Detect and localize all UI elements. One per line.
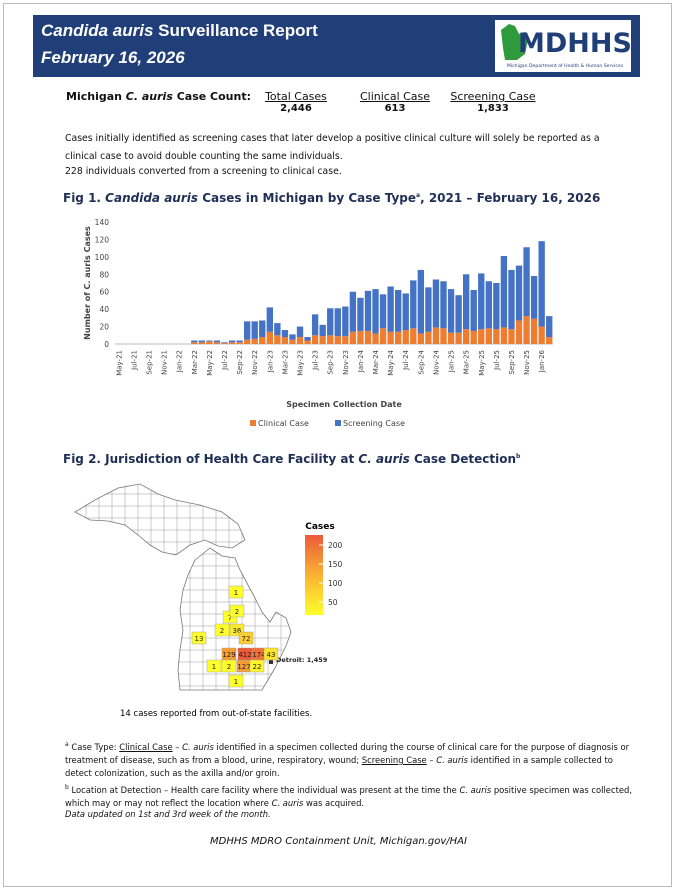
- text: was acquired.: [303, 797, 365, 808]
- text: Fig 1.: [63, 191, 106, 205]
- count-name: Screening Case: [450, 90, 536, 103]
- case-count-label: Michigan C. auris Case Count:: [66, 90, 251, 103]
- text: , 2021 – February 16, 2026: [420, 191, 601, 205]
- count-value: 2,446: [280, 103, 312, 114]
- update-note: Data updated on 1st and 3rd week of the …: [65, 809, 271, 819]
- footer: MDHHS MDRO Containment Unit, Michigan.go…: [210, 836, 467, 847]
- title-part: Surveillance Report: [153, 21, 318, 40]
- text: Clinical Case: [119, 741, 173, 752]
- count-column: Clinical Case 613: [357, 90, 433, 114]
- logo-text: MDHHS: [518, 28, 631, 59]
- fig1-title: Fig 1. Candida auris Cases in Michigan b…: [63, 191, 600, 205]
- text: identified in a sample collected to dete…: [65, 754, 613, 778]
- header-band: Candida auris Surveillance Report Februa…: [33, 15, 640, 77]
- text: Fig 2. Jurisdiction of Health Care Facil…: [63, 452, 359, 466]
- page-frame: [3, 3, 672, 887]
- count-value: 613: [384, 103, 406, 114]
- logo: MDHHS Michigan Department of Health & Hu…: [495, 20, 631, 72]
- logo-graphic: MDHHS Michigan Department of Health & Hu…: [501, 24, 631, 69]
- text: b: [516, 453, 521, 460]
- text: C. auris: [436, 754, 468, 765]
- report-date: February 16, 2026: [41, 48, 185, 67]
- text: a: [416, 192, 421, 199]
- text: positive specimen was collected, which m…: [65, 784, 632, 808]
- count-name: Clinical Case: [359, 90, 431, 103]
- text: Michigan: [66, 90, 126, 103]
- text: C. auris: [459, 784, 492, 795]
- text: –: [172, 741, 183, 752]
- title-part: Candida auris: [41, 21, 154, 40]
- footnote-a: a Case Type: Clinical Case – C. auris id…: [65, 738, 640, 780]
- text: C. auris: [358, 452, 410, 466]
- text: Case Type:: [68, 741, 120, 752]
- text: –: [426, 754, 437, 765]
- text: a: [65, 741, 69, 748]
- text: Screening Case: [361, 754, 427, 765]
- count-column: Total Cases 2,446: [263, 90, 329, 114]
- text: C. auris: [125, 90, 173, 103]
- note: Cases initially identified as screening …: [65, 133, 600, 162]
- text: identified in a specimen collected durin…: [65, 741, 630, 765]
- count-name: Total Cases: [265, 90, 327, 103]
- footnote-b: b Location at Detection – Health care fa…: [65, 781, 640, 810]
- logo-subtitle: Michigan Department of Health & Human Se…: [507, 63, 624, 69]
- text: Location at Detection – Health care faci…: [68, 784, 460, 795]
- logo-shape: [501, 24, 528, 60]
- count-value: 1,833: [477, 103, 509, 114]
- text: Case Count:: [172, 90, 251, 103]
- fig2-title: Fig 2. Jurisdiction of Health Care Facil…: [63, 452, 520, 466]
- text: C. auris: [271, 797, 304, 808]
- text: Candida auris: [105, 191, 199, 205]
- text: b: [65, 784, 69, 791]
- text: C. auris: [182, 741, 214, 752]
- text: Cases in Michigan by Case Type: [198, 191, 417, 205]
- note: 228 individuals converted from a screeni…: [65, 166, 342, 177]
- text: Case Detection: [409, 452, 517, 466]
- count-column: Screening Case 1,833: [446, 90, 540, 114]
- report-title: Candida auris Surveillance Report: [41, 21, 318, 41]
